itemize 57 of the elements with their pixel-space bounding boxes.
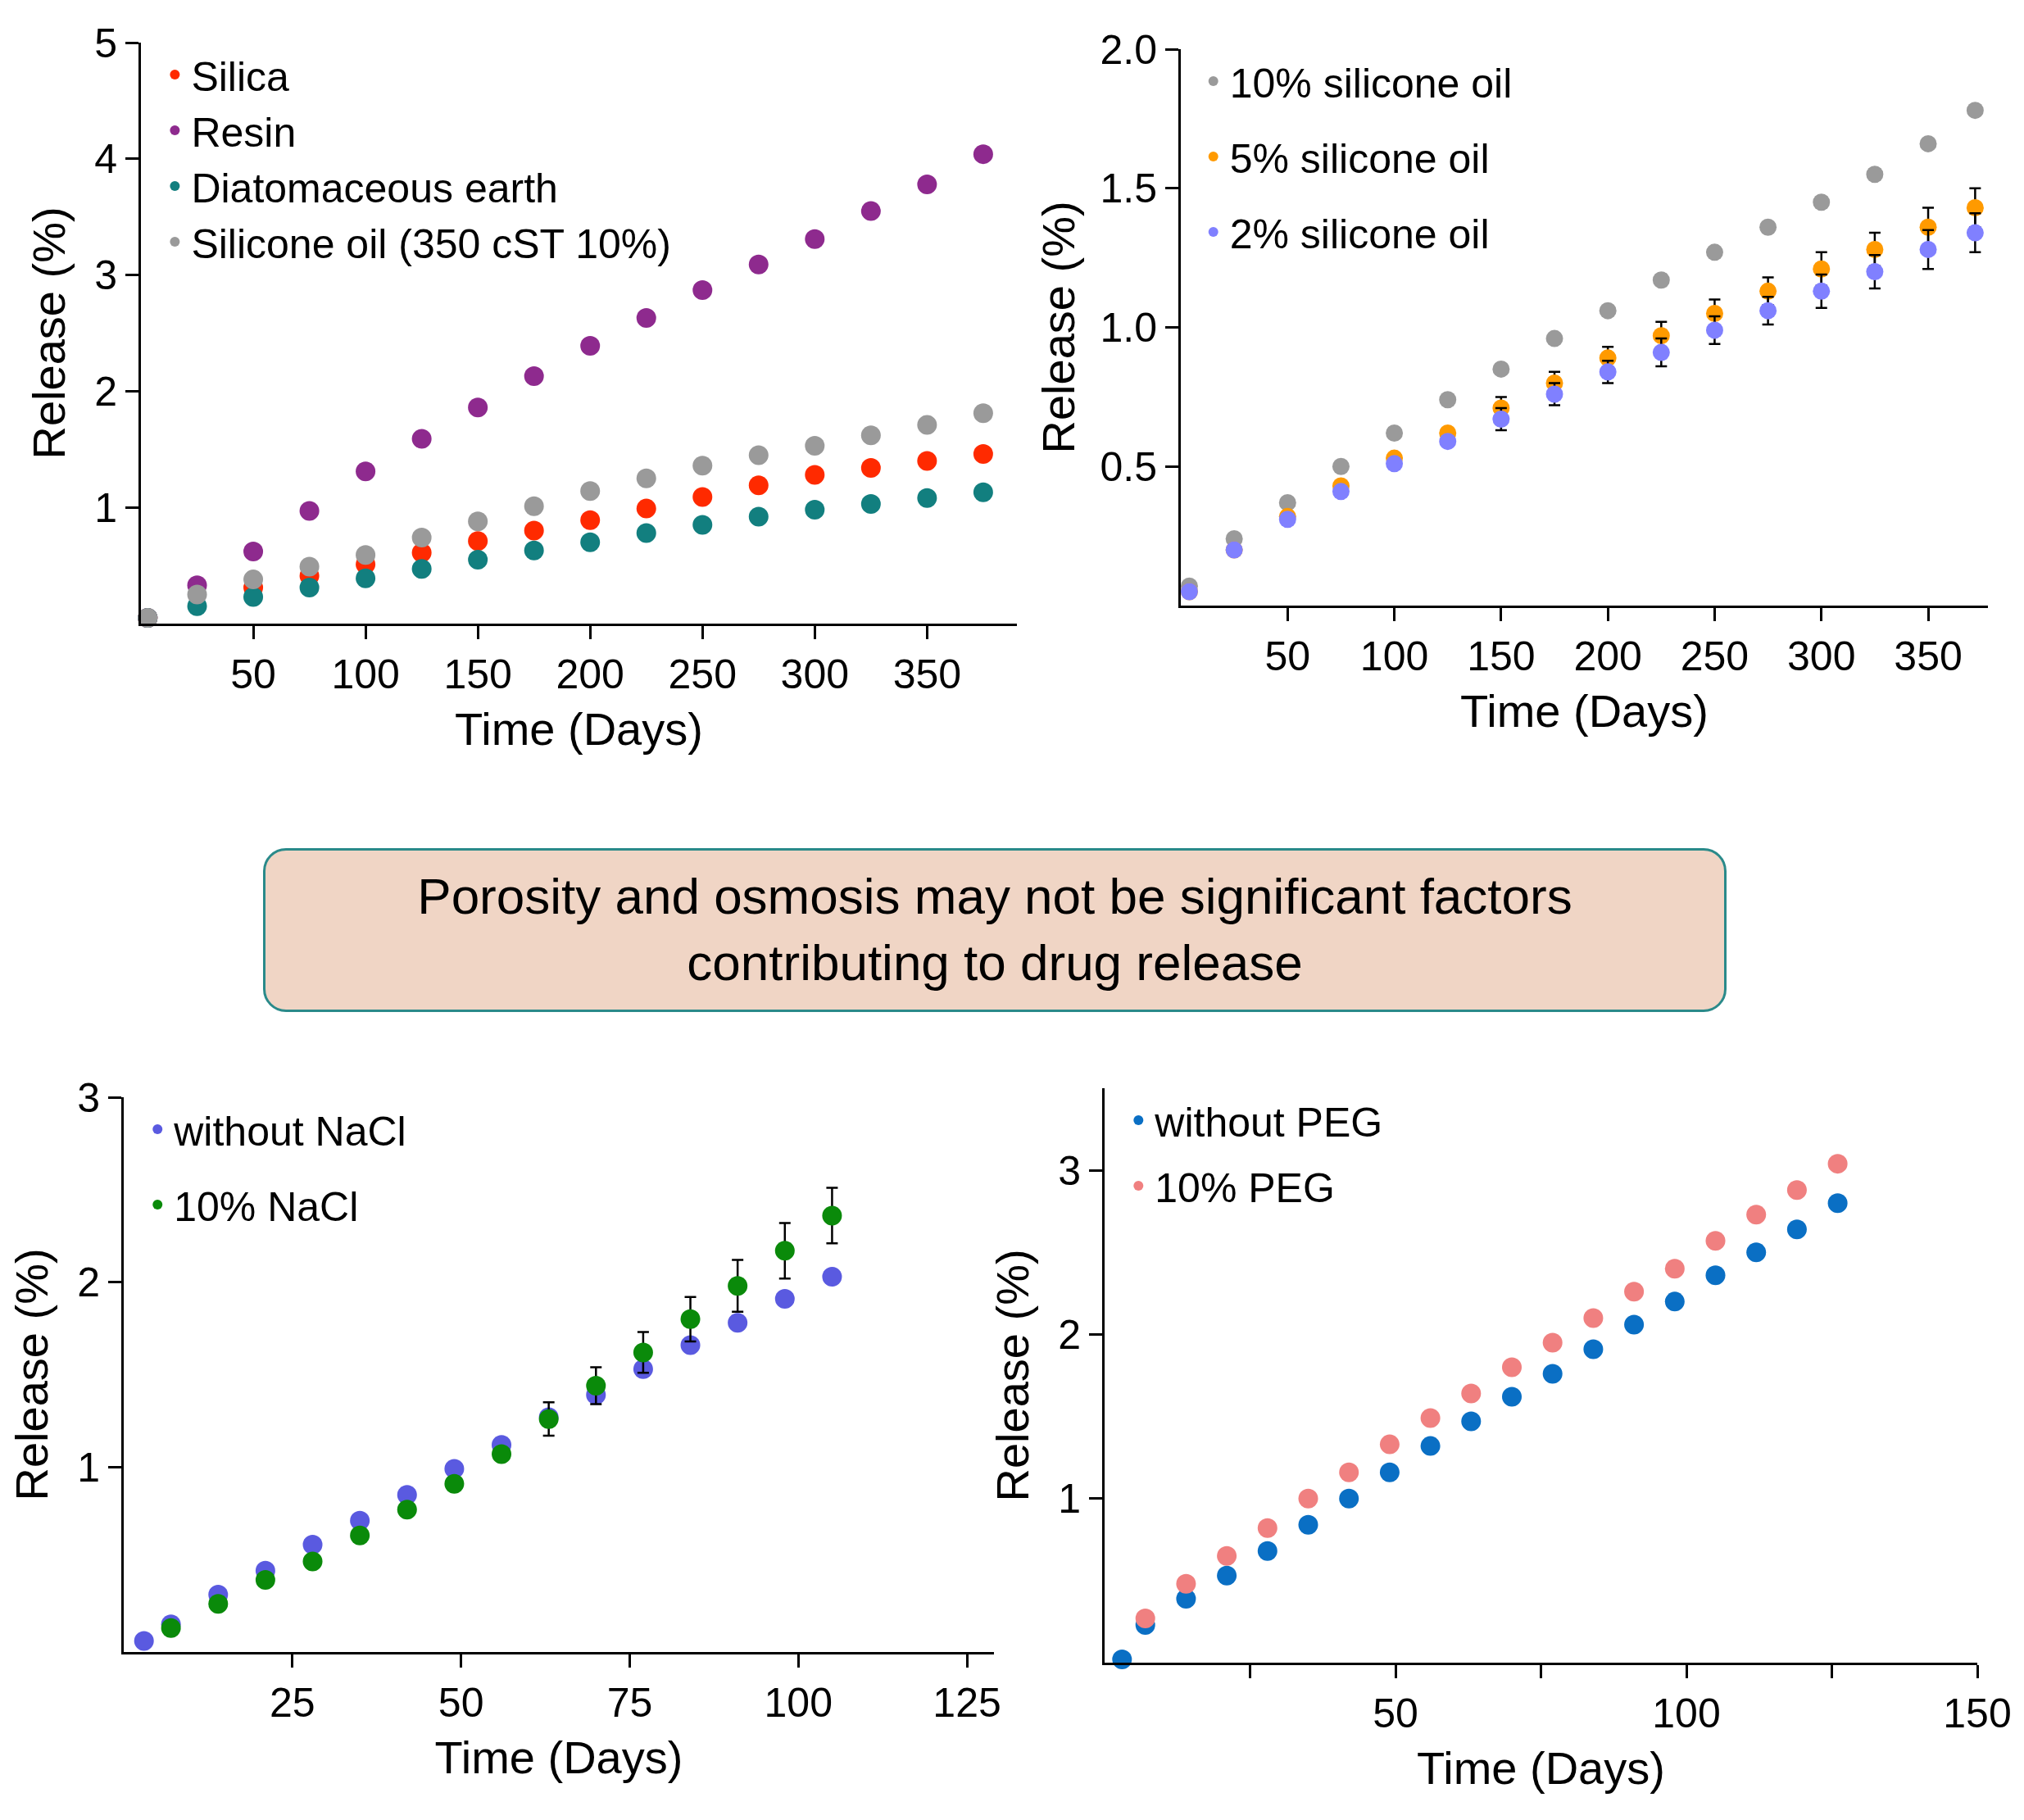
legend-label: Silica	[191, 53, 290, 100]
x-tick-label: 100	[1652, 1691, 1721, 1736]
x-tick-label: 125	[933, 1680, 1001, 1726]
y-tick-label: 2	[94, 368, 117, 415]
x-tick-label: 250	[1680, 633, 1749, 679]
y-tick-label: 2	[77, 1259, 100, 1306]
x-tick-label: 200	[556, 651, 624, 697]
y-tick-label: 4	[94, 136, 117, 183]
y-tick-label: 1.0	[1100, 305, 1157, 351]
y-tick-label: 1	[77, 1444, 100, 1491]
x-axis-title: Time (Days)	[1460, 684, 1709, 737]
y-tick-label: 3	[77, 1074, 100, 1121]
y-tick-label: 1.5	[1100, 166, 1157, 212]
y-tick-label: 1	[1058, 1476, 1081, 1523]
legend-label: 5% silicone oil	[1229, 135, 1490, 182]
y-axis-title: Release (%)	[1032, 201, 1084, 454]
legend-label: Diatomaceous earth	[191, 165, 558, 211]
y-tick-label: 3	[94, 252, 117, 299]
x-tick-label: 300	[1787, 633, 1856, 679]
y-tick-label: 2.0	[1100, 26, 1157, 73]
legend-label: 10% NaCl	[174, 1183, 359, 1230]
x-axis-title: Time (Days)	[1417, 1741, 1665, 1794]
x-axis-title: Time (Days)	[455, 702, 703, 755]
legend-label: 10% PEG	[1155, 1164, 1335, 1211]
x-tick-label: 150	[1943, 1691, 2012, 1736]
x-tick-label: 350	[1894, 633, 1963, 679]
x-tick-label: 50	[1373, 1691, 1418, 1736]
x-tick-label: 150	[443, 651, 512, 697]
legend-label: Silicone oil (350 cST 10%)	[191, 220, 671, 267]
y-axis-title: Release (%)	[23, 207, 75, 460]
legend-label: 2% silicone oil	[1229, 211, 1490, 257]
x-tick-label: 200	[1573, 633, 1642, 679]
x-tick-label: 25	[270, 1680, 315, 1726]
y-tick-label: 1	[94, 484, 117, 531]
x-tick-label: 150	[1467, 633, 1536, 679]
legend-label: without NaCl	[173, 1108, 406, 1155]
x-tick-label: 350	[892, 651, 962, 697]
x-tick-label: 100	[1359, 633, 1429, 679]
y-axis-title: Release (%)	[987, 1249, 1039, 1502]
x-axis-title: Time (Days)	[434, 1731, 683, 1783]
x-tick-label: 75	[606, 1680, 653, 1726]
legend-label: 10% silicone oil	[1229, 60, 1513, 107]
legend-label: without PEG	[1154, 1099, 1383, 1146]
x-tick-label: 50	[230, 651, 276, 697]
x-tick-label: 100	[764, 1680, 833, 1726]
x-tick-label: 50	[438, 1680, 484, 1726]
y-tick-label: 3	[1058, 1147, 1081, 1194]
text: Porosity and osmosis may not be significant factors contributing to drug release	[263, 848, 1727, 1012]
x-tick-label: 300	[780, 651, 850, 697]
y-tick-label: 0.5	[1100, 443, 1157, 490]
y-tick-label: 5	[94, 20, 117, 66]
y-tick-label: 2	[1058, 1311, 1081, 1358]
x-tick-label: 250	[668, 651, 737, 697]
x-tick-label: 50	[1264, 633, 1311, 679]
x-tick-label: 100	[331, 651, 400, 697]
y-axis-title: Release (%)	[6, 1248, 58, 1501]
legend-label: Resin	[191, 109, 297, 156]
